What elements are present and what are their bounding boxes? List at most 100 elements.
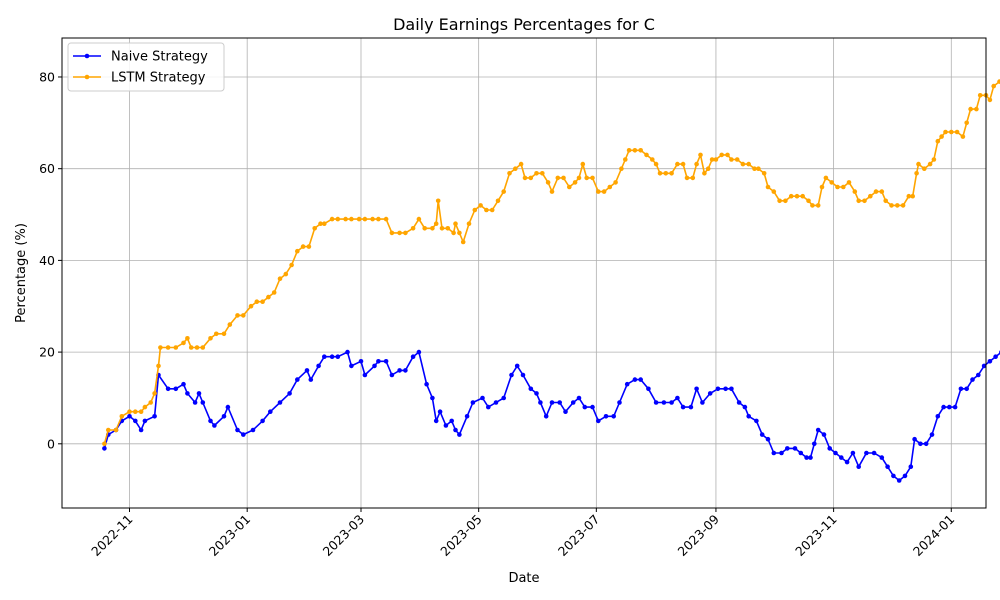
lstm-strategy-point (607, 184, 613, 190)
naive-strategy-point (596, 418, 601, 424)
lstm-strategy-point (335, 216, 341, 222)
naive-strategy-point (987, 359, 993, 364)
naive-strategy-point (196, 391, 202, 396)
naive-strategy-point (958, 386, 964, 392)
naive-strategy-point (453, 427, 458, 433)
naive-strategy-point (603, 414, 609, 419)
naive-strategy-point (520, 372, 526, 378)
lstm-strategy-point (862, 198, 867, 204)
y-tick-label: 40 (39, 253, 55, 268)
lstm-strategy-point (433, 221, 439, 226)
naive-strategy-point (891, 473, 896, 479)
naive-strategy-point (785, 446, 790, 451)
chart-title: Daily Earnings Percentages for C (393, 15, 655, 34)
naive-strategy-point (464, 414, 470, 419)
naive-strategy-point (260, 418, 265, 424)
naive-strategy-point (576, 395, 582, 401)
legend-marker-naive-strategy (84, 53, 90, 59)
lstm-strategy-point (623, 157, 628, 162)
lstm-strategy-point (540, 171, 545, 176)
naive-strategy-point (430, 395, 435, 401)
lstm-strategy-point (729, 157, 734, 162)
lstm-strategy-point (997, 79, 1000, 84)
naive-strategy-point (528, 386, 534, 392)
lstm-strategy-point (451, 230, 456, 236)
lstm-strategy-point (922, 166, 927, 171)
lstm-strategy-point (626, 148, 632, 153)
lstm-strategy-point (694, 161, 699, 167)
lstm-strategy-point (709, 157, 715, 162)
lstm-strategy-point (173, 345, 179, 350)
lstm-strategy-point (138, 409, 144, 415)
naive-strategy-point (908, 464, 914, 470)
lstm-strategy-point (939, 134, 944, 139)
y-tick-label: 60 (39, 161, 55, 176)
naive-strategy-point (729, 386, 734, 392)
lstm-strategy-point (489, 207, 495, 213)
lstm-strategy-point (690, 175, 696, 181)
naive-strategy-point (480, 395, 485, 401)
lstm-strategy-point (756, 166, 761, 171)
lstm-strategy-point (916, 161, 921, 167)
lstm-strategy-point (960, 134, 966, 139)
lstm-strategy-point (306, 244, 312, 249)
lstm-strategy-point (567, 184, 572, 190)
lstm-strategy-point (181, 340, 186, 346)
lstm-strategy-point (987, 97, 993, 103)
naive-strategy-point (742, 404, 748, 410)
naive-strategy-point (935, 414, 941, 419)
naive-strategy-point (821, 432, 827, 437)
lstm-strategy-point (964, 120, 969, 126)
lstm-strategy-point (584, 175, 589, 181)
naive-strategy-point (570, 400, 576, 405)
lstm-strategy-point (158, 345, 163, 350)
lstm-strategy-point (156, 363, 161, 369)
naive-strategy-point (675, 395, 680, 401)
naive-strategy-point (295, 377, 300, 382)
naive-strategy-point (646, 386, 651, 392)
naive-strategy-point (779, 450, 784, 456)
y-tick-label: 80 (39, 69, 55, 84)
naive-strategy-point (549, 400, 555, 405)
naive-strategy-point (376, 359, 381, 364)
naive-strategy-point (543, 414, 549, 419)
lstm-strategy-point (740, 161, 746, 167)
lstm-strategy-point (260, 299, 265, 305)
lstm-strategy-point (133, 409, 138, 415)
lstm-strategy-point (968, 106, 973, 112)
naive-strategy-point (653, 400, 659, 405)
lstm-strategy-point (513, 166, 518, 171)
lstm-strategy-point (613, 180, 618, 185)
lstm-strategy-point (430, 226, 435, 231)
lstm-strategy-point (127, 409, 132, 415)
lstm-strategy-point (788, 193, 794, 199)
naive-strategy-point (812, 441, 817, 447)
naive-strategy-point (493, 400, 499, 405)
naive-strategy-point (457, 432, 462, 437)
lstm-strategy-point (453, 221, 458, 226)
naive-strategy-point (208, 418, 213, 424)
lstm-strategy-point (698, 152, 703, 158)
naive-strategy-point (804, 455, 809, 460)
naive-strategy-point (850, 450, 856, 456)
lstm-strategy-point (422, 226, 428, 231)
lstm-strategy-point (445, 226, 451, 231)
lstm-strategy-point (580, 161, 586, 167)
naive-strategy-point (287, 391, 292, 396)
lstm-strategy-point (601, 189, 607, 194)
lstm-strategy-point (713, 157, 719, 162)
lstm-strategy-point (329, 216, 335, 222)
naive-strategy-point (765, 436, 771, 442)
legend-box (67, 42, 225, 92)
lstm-strategy-point (974, 106, 979, 112)
lstm-strategy-point (484, 207, 489, 213)
naive-strategy-point (715, 386, 721, 392)
grid-lines (62, 38, 986, 508)
lstm-strategy-point (208, 336, 213, 341)
plot-frame (61, 37, 987, 509)
lstm-strategy-point (534, 171, 539, 176)
lstm-strategy-point (684, 175, 690, 181)
lstm-strategy-point (746, 161, 751, 167)
naive-strategy-point (912, 436, 917, 442)
